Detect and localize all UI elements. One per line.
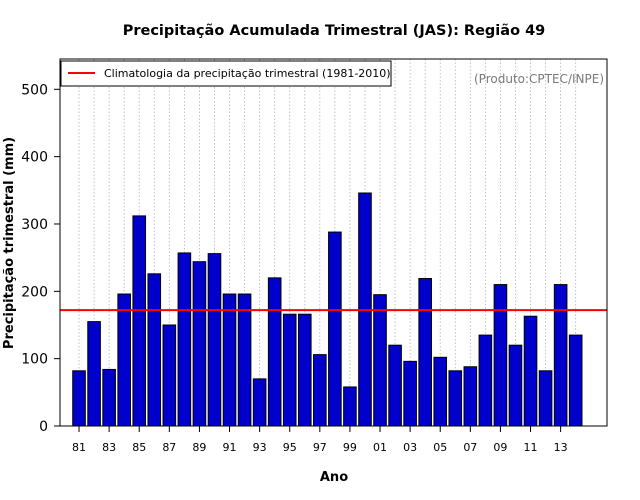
bar-11 xyxy=(523,315,538,427)
bar-87 xyxy=(162,324,177,427)
plot-frame xyxy=(59,58,608,427)
bar-90 xyxy=(207,253,222,427)
bar-82 xyxy=(87,321,101,427)
x-tick-label: 99 xyxy=(343,441,357,454)
bar-88 xyxy=(177,252,192,427)
x-tick-label: 81 xyxy=(72,441,86,454)
bar-89 xyxy=(192,261,207,427)
bar-12 xyxy=(538,370,553,427)
x-tick-label: 97 xyxy=(313,441,327,454)
bar-02 xyxy=(388,344,402,427)
x-tick-label: 93 xyxy=(253,441,267,454)
bar-06 xyxy=(448,370,463,427)
x-tick-label: 07 xyxy=(463,441,477,454)
y-tick-label: 200 xyxy=(21,284,48,300)
y-axis: 0 100 200 300 400 500 xyxy=(21,82,60,435)
x-axis-title: Ano xyxy=(320,470,348,485)
bar-85 xyxy=(132,215,147,427)
bar-97 xyxy=(313,354,327,427)
y-tick-label: 500 xyxy=(21,82,48,98)
bar-99 xyxy=(343,386,357,427)
y-tick-label: 400 xyxy=(21,150,48,166)
chart-title: Precipitação Acumulada Trimestral (JAS):… xyxy=(123,23,546,39)
x-tick-label: 89 xyxy=(192,441,206,454)
bar-84 xyxy=(117,293,131,427)
y-tick-label: 0 xyxy=(39,419,48,435)
bar-10 xyxy=(508,344,523,427)
bar-07 xyxy=(463,366,478,427)
x-tick-label: 09 xyxy=(493,441,507,454)
bar-81 xyxy=(72,370,86,427)
x-axis: 81 83 85 87 89 91 93 95 97 99 01 03 05 07 09 11 13 xyxy=(72,426,568,454)
x-tick-label: 85 xyxy=(132,441,146,454)
bar-93 xyxy=(252,378,267,427)
bar-95 xyxy=(282,313,297,427)
bar-04 xyxy=(418,278,432,427)
x-tick-label: 95 xyxy=(283,441,297,454)
bar-05 xyxy=(433,356,448,427)
bar-94 xyxy=(267,277,282,427)
bar-13 xyxy=(553,284,568,427)
bar-09 xyxy=(493,284,508,427)
legend-box xyxy=(60,60,392,87)
x-tick-label: 03 xyxy=(403,441,417,454)
bar-98 xyxy=(328,231,342,427)
x-tick-label: 05 xyxy=(433,441,447,454)
bar-08 xyxy=(478,334,493,427)
y-axis-title: Precipitação trimestral (mm) xyxy=(2,137,17,349)
bar-01 xyxy=(373,294,387,427)
x-tick-label: 01 xyxy=(373,441,387,454)
bar-91 xyxy=(222,293,237,427)
y-tick-label: 100 xyxy=(21,352,48,368)
bar-83 xyxy=(102,368,116,427)
x-tick-label: 11 xyxy=(524,441,538,454)
legend: Climatologia da precipitação trimestral … xyxy=(60,60,392,87)
x-tick-label: 83 xyxy=(102,441,116,454)
bar-96 xyxy=(297,313,312,427)
y-tick-label: 300 xyxy=(21,217,48,233)
legend-label: Climatologia da precipitação trimestral … xyxy=(104,67,391,80)
x-tick-label: 13 xyxy=(554,441,568,454)
bar-03 xyxy=(403,360,417,427)
x-tick-label: 87 xyxy=(162,441,176,454)
bar-86 xyxy=(147,273,162,427)
bar-14 xyxy=(568,334,583,427)
bar-series xyxy=(72,192,583,427)
credit-label: (Produto:CPTEC/INPE) xyxy=(474,72,604,86)
bar-92 xyxy=(237,293,252,427)
x-tick-label: 91 xyxy=(223,441,237,454)
